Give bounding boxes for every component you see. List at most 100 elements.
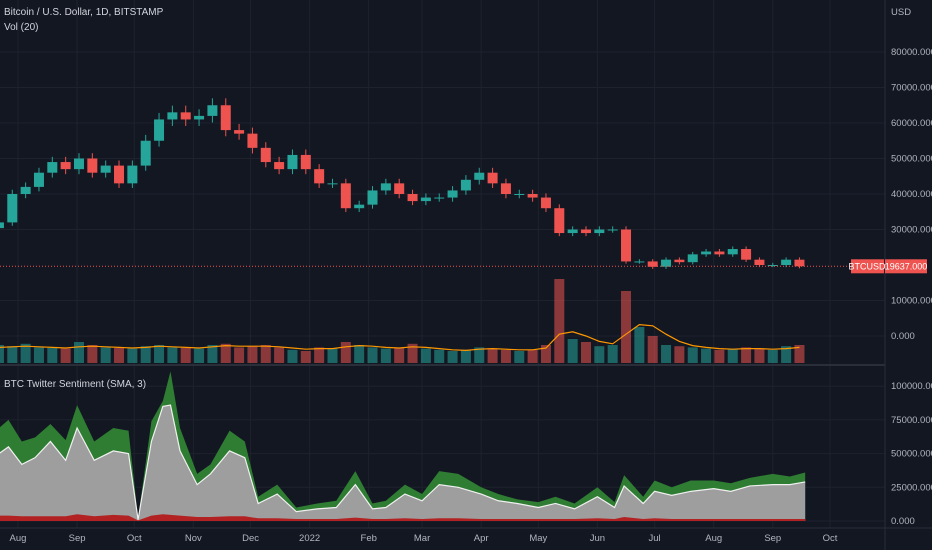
volume-bar [607,345,618,363]
volume-bar [447,351,458,363]
candle [514,194,525,195]
candle [0,222,4,229]
volume-bar [180,348,191,363]
neutral-sentiment-area [0,405,806,521]
price-tag [885,259,927,274]
candle [114,165,125,184]
volume-bar [554,279,565,363]
volume-bar [594,346,605,363]
candle [167,112,178,120]
volume-bar [727,348,738,363]
volume-bar [661,345,672,363]
volume-bar [634,327,645,363]
volume-bar [100,347,111,363]
candle [260,147,271,163]
candle [794,259,805,267]
volume-bar [127,348,138,363]
volume-bar [7,346,18,363]
candle [727,249,738,255]
price-tick-label: 40000.000 [891,189,932,200]
candle [354,204,365,209]
volume-bar [300,351,311,363]
volume-bar [287,349,298,363]
volume-bar [47,348,58,363]
last-price-tag: BTCUSD 19637.000 [848,259,928,274]
candle [420,197,431,202]
volume-bar [687,347,698,363]
price-tick-label: 50000.000 [891,154,932,165]
candle [100,165,111,173]
volume-bar [194,348,205,363]
candle [394,183,405,194]
time-tick-label: 2022 [299,533,320,544]
currency-label: USD [891,7,911,18]
candle [634,261,645,263]
candle [661,259,672,267]
sentiment-tick-label: 75000.000 [891,415,932,426]
candle [434,197,445,199]
symbol-tag [851,259,884,274]
volume-legend[interactable]: Vol (20) [4,22,39,33]
last-price-symbol: BTCUSD [848,261,886,271]
volume-bar [514,351,525,363]
candle [447,190,458,198]
candle [527,194,538,198]
volume-bar [234,347,245,363]
volume-bar [767,349,778,363]
volume-bar [487,348,498,363]
volume-bar [794,345,805,363]
volume-bar [247,346,258,363]
volume-bar [33,347,44,363]
volume-bar [621,291,632,363]
volume-bar [140,346,151,363]
candle [87,158,98,173]
candle [327,183,338,185]
sentiment-tick-label: 100000.000 [891,381,932,392]
time-tick-label: Dec [242,533,259,544]
candle [407,194,418,202]
candle [207,105,218,116]
candle [580,229,591,234]
volume-bar [474,347,485,363]
candle [607,229,618,231]
candle [247,133,258,148]
candle [7,194,18,223]
candle [60,162,71,170]
price-tick-label: 30000.000 [891,225,932,236]
candle [594,229,605,234]
volume-bar [714,349,725,363]
last-price-value: 19637.000 [885,261,928,271]
candle [340,183,351,209]
candle [767,265,778,266]
candle [701,251,712,255]
volume-bar [567,339,578,363]
candle [194,115,205,120]
candle [781,259,792,265]
symbol-legend[interactable]: Bitcoin / U.S. Dollar, 1D, BITSTAMP [4,7,164,18]
volume-bar [701,348,712,363]
sentiment-tick-label: 25000.000 [891,482,932,493]
time-tick-label: Mar [414,533,430,544]
volume-bar [380,348,391,363]
candle [554,208,565,234]
candle [234,130,245,134]
candle [500,183,511,194]
volume-bar [114,348,125,363]
axes[interactable]: Aug Sep Oct Nov Dec 2022 Feb Mar Apr May Jun Jul Aug… [10,47,932,544]
time-tick-label: Jun [590,533,605,544]
candle [674,259,685,263]
volume-bar [580,342,591,363]
volume-bars [0,279,805,363]
time-tick-label: May [529,533,547,544]
time-tick-label: Nov [185,533,202,544]
sentiment-legend[interactable]: BTC Twitter Sentiment (SMA, 3) [4,379,147,390]
candle [20,186,31,194]
candle [154,119,165,141]
candle [47,162,58,173]
price-tick-label: 10000.000 [891,296,932,307]
time-tick-label: Sep [69,533,86,544]
volume-bar [367,347,378,363]
volume-bar [314,347,325,363]
volume-bar [781,346,792,363]
